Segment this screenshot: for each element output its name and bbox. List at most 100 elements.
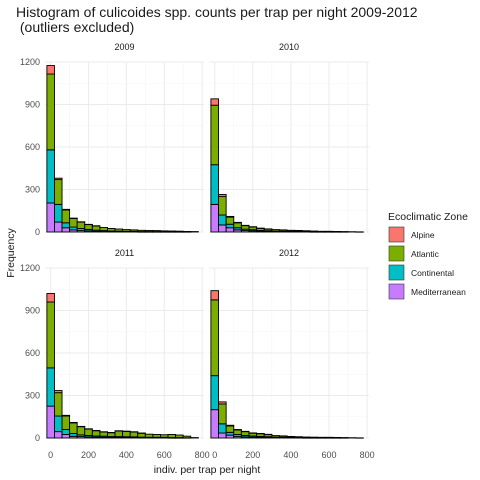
bar-segment-alpine (54, 177, 63, 181)
legend-title: Ecoclimatic Zone (388, 211, 468, 223)
y-tick-label: 1200 (20, 263, 40, 273)
chart-title-line1: Histogram of culicoides spp. counts per … (16, 4, 418, 20)
bar-segment-alpine (225, 424, 235, 427)
bar-segment-atlantic (122, 430, 131, 438)
bar-segment-atlantic (46, 73, 55, 151)
y-tick-label: 300 (25, 185, 40, 195)
bar-segment-atlantic (54, 392, 63, 417)
bar-segment-atlantic (225, 425, 235, 433)
bar-segment-atlantic (144, 229, 154, 233)
y-tick-label: 900 (25, 306, 40, 316)
bar-segment-atlantic (61, 209, 71, 224)
bar-segment-continental (218, 214, 227, 226)
bar-segment-alpine (46, 293, 55, 303)
bar-segment-atlantic (76, 221, 86, 229)
bar-segment-mediterranean (46, 202, 55, 233)
bar-segment-mediterranean (218, 432, 227, 439)
x-tick-label: 800 (195, 450, 210, 460)
bar-segment-alpine (218, 194, 227, 198)
panel-strip-label: 2010 (279, 42, 299, 52)
x-tick-label: 0 (48, 450, 53, 460)
bar-segment-atlantic (240, 431, 250, 436)
bar-segment-atlantic (294, 229, 303, 232)
bar-segment-atlantic (129, 431, 139, 438)
bar-segment-atlantic (233, 429, 242, 435)
panel-2009: 2009 0 300 600 900 1200 (20, 42, 204, 237)
bar-segment-atlantic (301, 230, 311, 232)
y-tick-label: 600 (25, 348, 40, 358)
bar-segment-atlantic (279, 435, 288, 438)
bar-segment-atlantic (61, 415, 71, 430)
legend-key-atlantic (388, 245, 405, 262)
bar-segment-mediterranean (54, 221, 63, 233)
bar-segment-continental (61, 222, 71, 229)
bar-segment-atlantic (54, 179, 63, 205)
x-tick-label: 400 (283, 450, 298, 460)
bar-segment-atlantic (286, 435, 296, 438)
bar-segment-atlantic (210, 104, 219, 166)
bar-segment-atlantic (122, 229, 131, 232)
bar-segment-atlantic (152, 434, 161, 438)
legend-key-alpine (388, 226, 405, 243)
y-tick-label: 300 (25, 391, 40, 401)
panel-2011: 2011 0 300 600 900 1200 0 200 400 600 800 (20, 248, 210, 460)
y-tick-label: 1200 (20, 57, 40, 67)
bar-segment-atlantic (84, 428, 93, 436)
bar-segment-mediterranean (54, 431, 63, 439)
bar-segment-continental (218, 423, 227, 434)
x-tick-label: 200 (245, 450, 260, 460)
chart-title-line2: (outliers excluded) (16, 19, 134, 35)
bar-segment-atlantic (218, 403, 227, 425)
bar-segment-atlantic (301, 436, 311, 439)
bar-segment-mediterranean (210, 203, 219, 233)
bar-segment-alpine (46, 65, 55, 75)
bar-segment-atlantic (152, 230, 161, 233)
bar-segment-mediterranean (46, 405, 55, 439)
legend-label-alpine: Alpine (411, 230, 435, 240)
x-tick-label: 600 (321, 450, 336, 460)
x-tick-label: 600 (157, 450, 172, 460)
bar-segment-atlantic (46, 301, 55, 369)
bar-segment-atlantic (69, 218, 78, 228)
x-tick-label: 400 (119, 450, 134, 460)
panel-strip-label: 2012 (279, 248, 299, 258)
bar-segment-alpine (210, 98, 219, 106)
bar-segment-continental (46, 149, 55, 204)
bar-segment-continental (210, 375, 219, 411)
bar-segment-atlantic (137, 229, 146, 233)
bar-segment-atlantic (76, 426, 86, 436)
panel-2012: 2012 0 200 400 600 800 (209, 248, 375, 460)
bar-segment-atlantic (167, 434, 177, 439)
bar-segment-atlantic (114, 228, 124, 232)
legend-key-mediterranean (388, 283, 405, 300)
bar-segment-atlantic (175, 434, 184, 439)
bar-segment-atlantic (225, 216, 235, 225)
y-tick-label: 600 (25, 142, 40, 152)
bar-segment-continental (54, 203, 63, 223)
bar-segment-atlantic (69, 422, 78, 434)
legend-label-continental: Continental (411, 268, 454, 278)
bar-segment-atlantic (294, 436, 303, 438)
bar-segment-alpine (225, 215, 235, 218)
x-axis-title: indiv. per trap per night (154, 464, 261, 476)
legend-label-atlantic: Atlantic (411, 249, 440, 259)
bar-segment-atlantic (84, 224, 93, 230)
bar-segment-mediterranean (225, 227, 235, 233)
y-tick-label: 0 (35, 227, 40, 237)
bar-segment-alpine (61, 414, 71, 417)
bar-segment-atlantic (271, 229, 280, 232)
bar-segment-atlantic (167, 230, 177, 233)
facet-panels: 2009 0 300 600 900 1200 2010 2011 0 300 600 900 1200… (20, 42, 375, 460)
bar-segment-atlantic (309, 230, 319, 233)
y-tick-label: 0 (35, 433, 40, 443)
bar-segment-atlantic (91, 430, 101, 437)
x-tick-label: 0 (212, 450, 217, 460)
bar-segment-alpine (54, 390, 63, 394)
bar-segment-atlantic (99, 431, 108, 437)
legend-label-mediterranean: Mediterranean (411, 287, 466, 297)
bar-segment-atlantic (107, 228, 116, 232)
bar-segment-atlantic (175, 230, 184, 233)
bar-segment-atlantic (279, 229, 288, 232)
bar-segment-alpine (210, 290, 219, 301)
